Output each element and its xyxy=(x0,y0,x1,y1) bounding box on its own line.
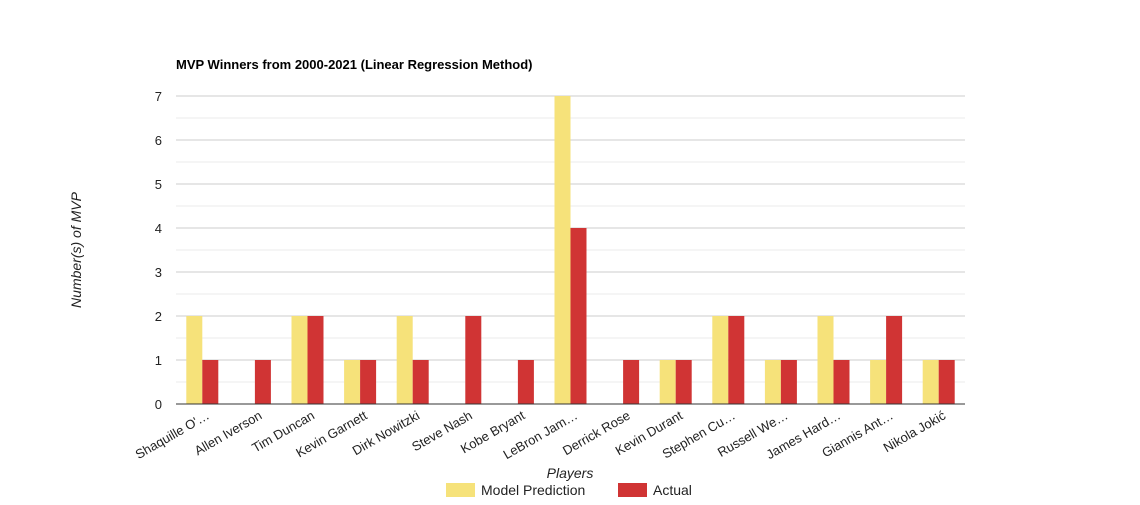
bar-model-prediction xyxy=(817,316,834,404)
legend-swatch xyxy=(618,483,647,497)
bar-model-prediction xyxy=(344,360,361,404)
bar-actual xyxy=(675,360,692,404)
y-tick-label: 6 xyxy=(155,133,162,148)
y-tick-label: 7 xyxy=(155,89,162,104)
bar-actual xyxy=(465,316,482,404)
bar-model-prediction xyxy=(764,360,781,404)
bars xyxy=(186,96,955,404)
bar-actual xyxy=(202,360,219,404)
legend-swatch xyxy=(446,483,475,497)
chart-title: MVP Winners from 2000-2021 (Linear Regre… xyxy=(176,57,533,72)
bar-actual xyxy=(412,360,429,404)
bar-actual xyxy=(623,360,640,404)
y-tick-label: 2 xyxy=(155,309,162,324)
x-axis-label: Players xyxy=(547,465,594,481)
bar-actual xyxy=(938,360,955,404)
legend: Model Prediction Actual xyxy=(446,482,692,498)
bar-actual xyxy=(517,360,534,404)
y-tick-label: 3 xyxy=(155,265,162,280)
bar-actual xyxy=(360,360,377,404)
bar-actual xyxy=(780,360,797,404)
bar-model-prediction xyxy=(870,360,887,404)
bar-model-prediction xyxy=(396,316,413,404)
y-tick-label: 0 xyxy=(155,397,162,412)
y-axis-label: Number(s) of MVP xyxy=(68,191,84,308)
bar-actual xyxy=(833,360,850,404)
bar-actual xyxy=(728,316,745,404)
bar-actual xyxy=(570,228,587,404)
bar-model-prediction xyxy=(554,96,571,404)
bar-model-prediction xyxy=(291,316,308,404)
bar-model-prediction xyxy=(922,360,939,404)
y-axis-ticks: 0 1 2 3 4 5 6 7 xyxy=(155,89,162,412)
y-tick-label: 5 xyxy=(155,177,162,192)
bar-model-prediction xyxy=(659,360,676,404)
bar-model-prediction xyxy=(186,316,203,404)
legend-label: Model Prediction xyxy=(481,482,585,498)
legend-label: Actual xyxy=(653,482,692,498)
bar-actual xyxy=(254,360,271,404)
y-tick-label: 4 xyxy=(155,221,162,236)
bar-actual xyxy=(307,316,324,404)
bar-model-prediction xyxy=(712,316,729,404)
bar-actual xyxy=(886,316,903,404)
y-tick-label: 1 xyxy=(155,353,162,368)
